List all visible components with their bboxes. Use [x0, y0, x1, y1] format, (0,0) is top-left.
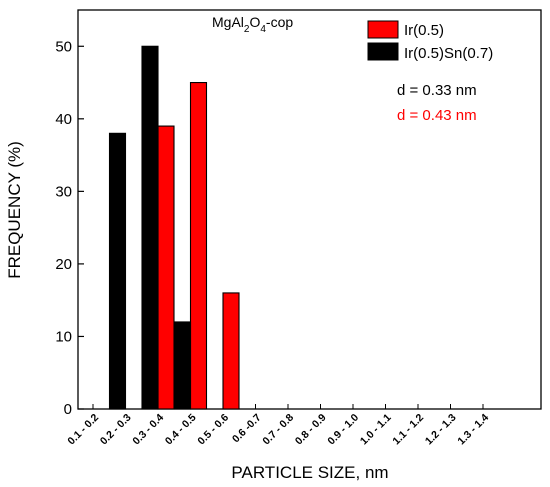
x-tick-label: 0.2 - 0.3: [98, 412, 134, 448]
y-tick-label: 50: [55, 38, 72, 55]
x-tick-label: 0.7 - 0.8: [260, 412, 296, 448]
x-tick-label: 0.4 - 0.5: [163, 412, 199, 448]
legend-label-irsn: Ir(0.5)Sn(0.7): [404, 45, 493, 62]
y-axis: 0 10 20 30 40 50: [55, 38, 84, 418]
bar-irsn-3: [173, 321, 192, 410]
y-tick-label: 20: [55, 256, 72, 273]
legend: Ir(0.5) Ir(0.5)Sn(0.7): [367, 20, 493, 62]
x-tick-label: 1.1 - 1.2: [390, 412, 426, 448]
x-tick-label: 0.9 - 1.0: [325, 412, 361, 448]
annotation-d-red: d = 0.43 nm: [397, 107, 477, 124]
y-tick-label: 0: [64, 401, 72, 418]
x-tick-label: 1.0 - 1.1: [358, 412, 394, 448]
annotation-d-black: d = 0.33 nm: [397, 82, 477, 99]
legend-swatch-ir: [367, 20, 399, 39]
y-axis-title: FREQUENCY (%): [5, 141, 24, 279]
x-axis: 0.1 - 0.20.2 - 0.30.3 - 0.40.4 - 0.50.5 …: [65, 404, 491, 447]
bar-ir-2: [157, 125, 175, 410]
legend-label-ir: Ir(0.5): [404, 22, 444, 39]
x-tick-label: 1.2 - 1.3: [423, 412, 459, 448]
bars-group: [108, 45, 240, 410]
legend-swatch-irsn: [367, 42, 399, 61]
x-tick-label: 0.6 -0.7: [230, 412, 264, 446]
x-tick-label: 0.8 - 0.9: [293, 412, 329, 448]
x-tick-label: 0.3 - 0.4: [130, 412, 166, 448]
y-tick-label: 30: [55, 183, 72, 200]
x-axis-title: PARTICLE SIZE, nm: [231, 463, 388, 482]
x-tick-label: 0.5 - 0.6: [195, 412, 231, 448]
x-tick-label: 1.3 - 1.4: [455, 412, 491, 448]
y-tick-label: 40: [55, 111, 72, 128]
bar-ir-4: [222, 292, 240, 410]
y-tick-label: 10: [55, 328, 72, 345]
bar-irsn-2: [141, 45, 159, 410]
bar-ir-3: [189, 81, 208, 410]
plot-frame: [77, 9, 542, 410]
bar-irsn-1: [108, 132, 127, 410]
chart-title: MgAl2O4-cop: [212, 14, 293, 35]
